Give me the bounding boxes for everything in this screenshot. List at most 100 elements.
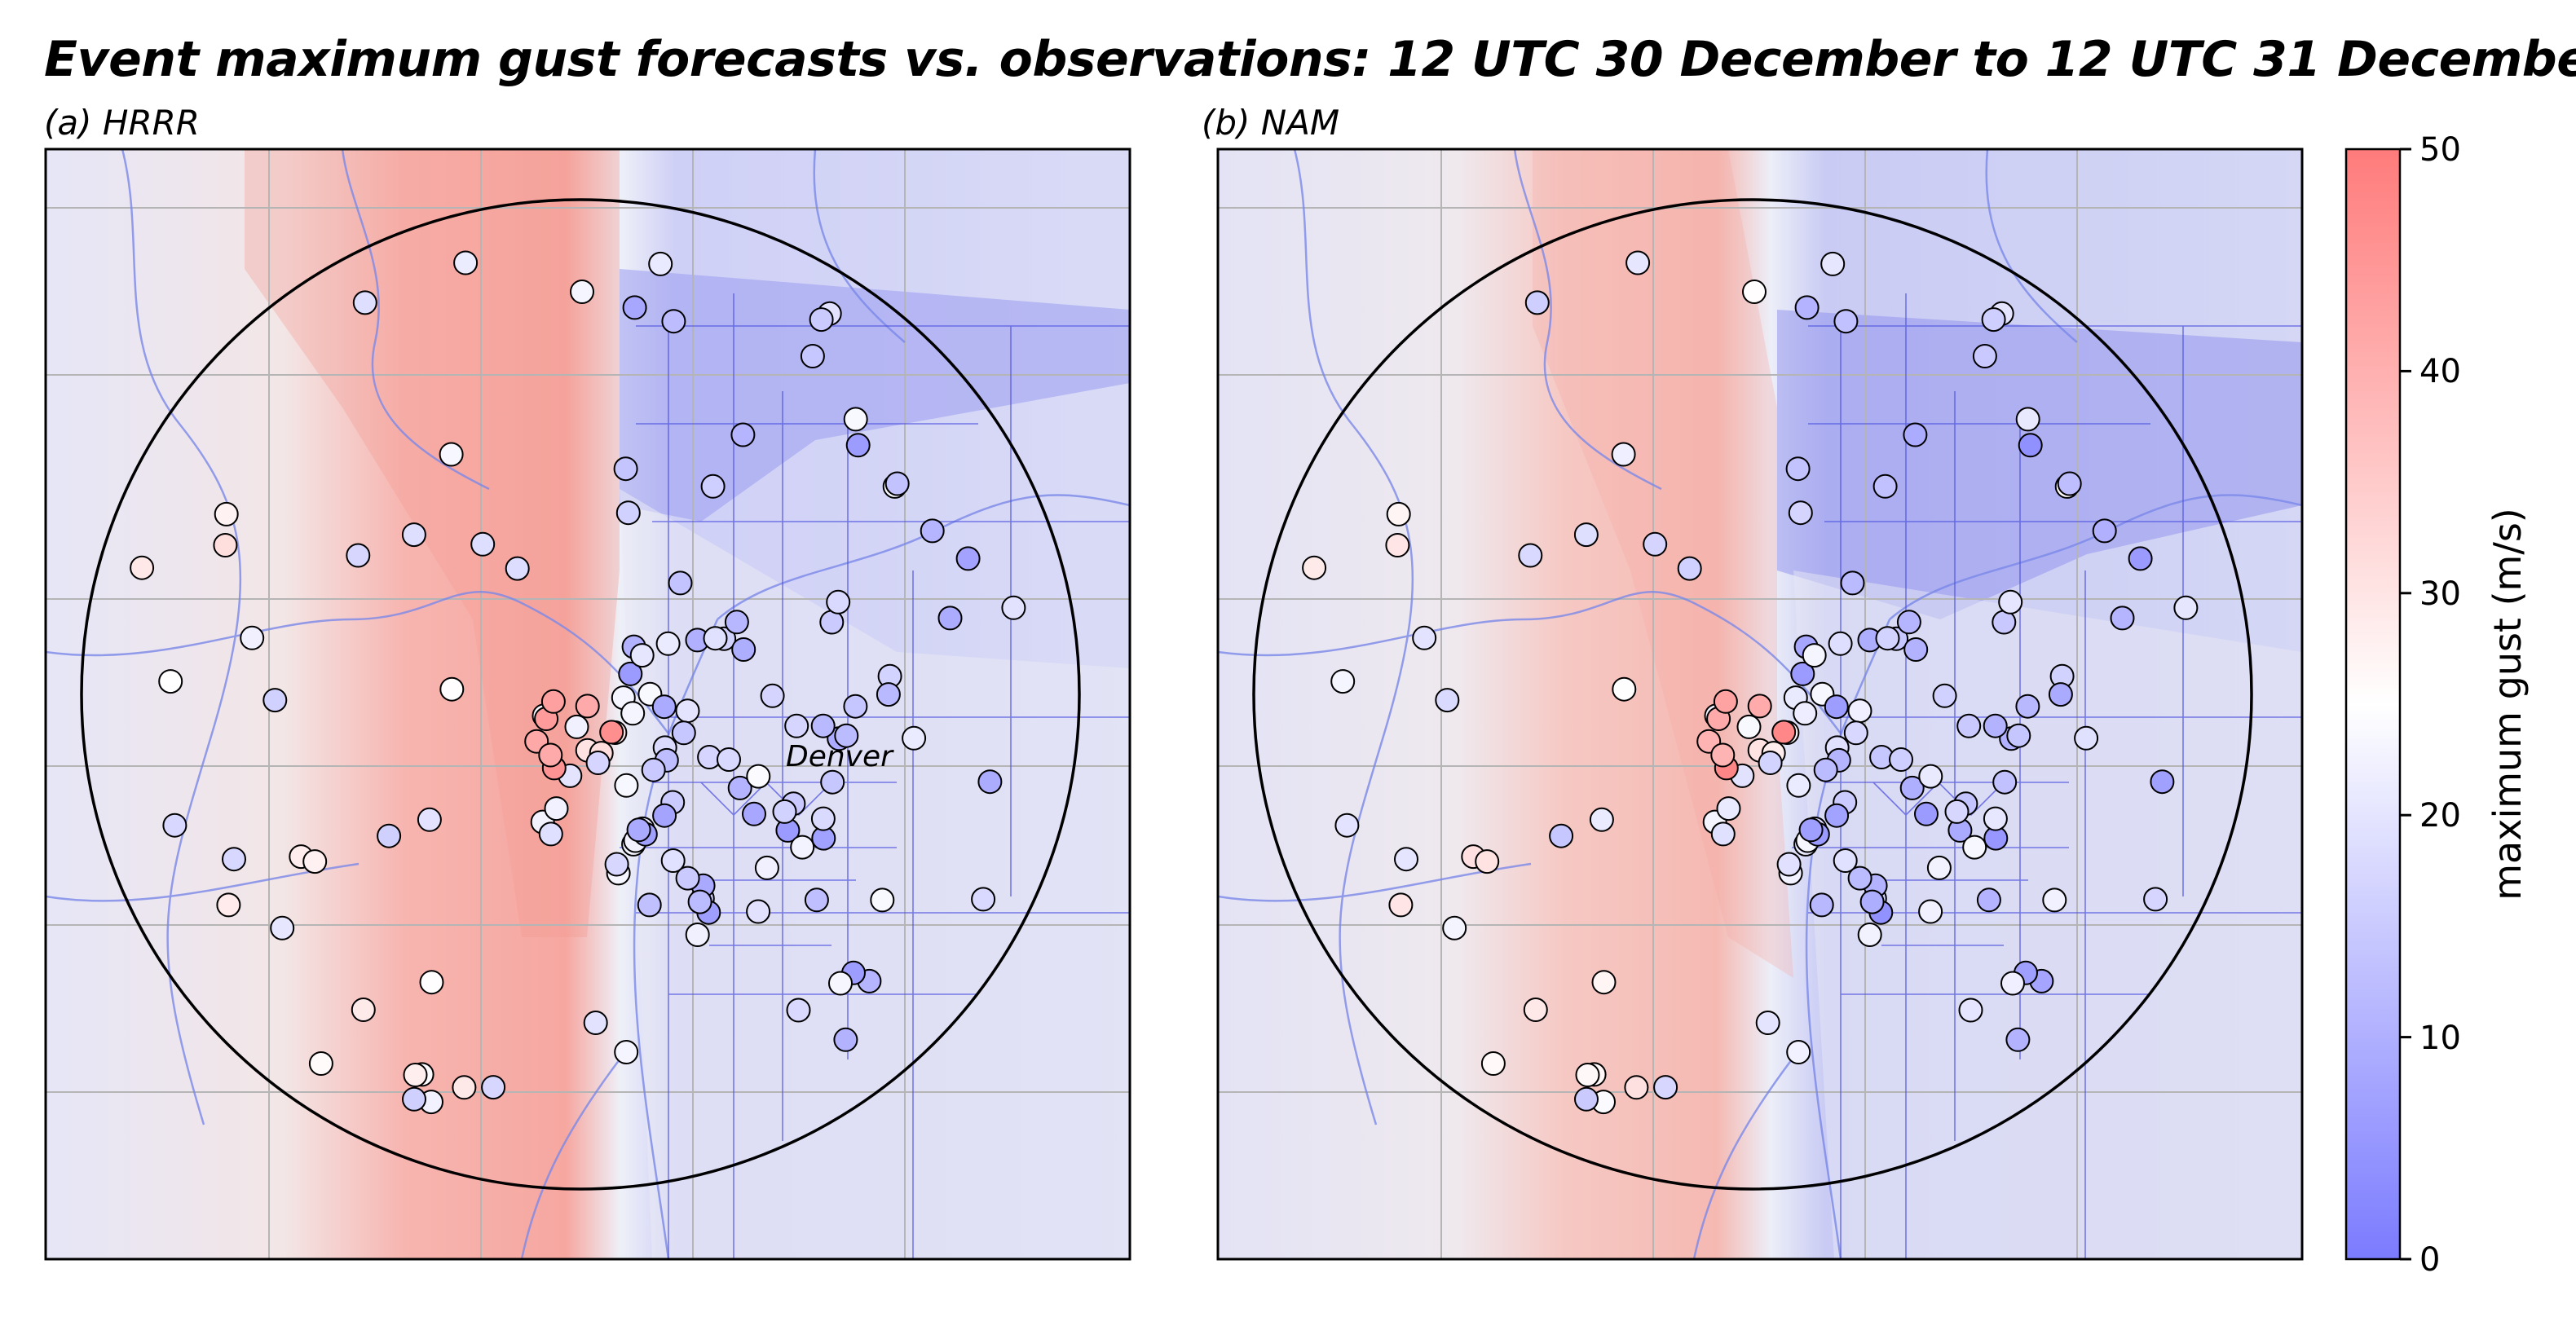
station-marker: [1574, 1086, 1599, 1112]
station-marker: [1798, 817, 1824, 843]
station-marker: [1435, 688, 1460, 713]
station-marker: [1962, 835, 1987, 860]
station-marker: [1998, 589, 2023, 614]
station-marker: [1653, 1075, 1678, 1100]
colorbar-tick-30: 30: [2419, 575, 2461, 613]
station-marker: [262, 688, 288, 713]
station-marker: [1833, 848, 1858, 873]
station-marker: [222, 847, 246, 872]
colorbar-tick-40: 40: [2419, 353, 2461, 390]
station-marker: [1771, 720, 1797, 745]
station-marker: [1875, 626, 1900, 651]
station-marker: [1716, 796, 1741, 821]
station-marker: [538, 742, 563, 768]
station-marker: [772, 799, 797, 824]
panel-b-label: (b) NAM: [1202, 103, 1340, 143]
station-marker: [1983, 806, 2008, 831]
station-marker: [377, 823, 402, 848]
station-marker: [620, 701, 646, 726]
station-marker: [1918, 899, 1943, 924]
station-marker: [599, 720, 624, 745]
station-marker: [784, 713, 809, 738]
station-marker: [583, 1011, 608, 1035]
station-marker: [671, 720, 696, 746]
station-marker: [675, 866, 700, 891]
plains-region-a: [620, 489, 1130, 1259]
station-marker: [618, 661, 643, 686]
station-marker: [1899, 775, 1925, 800]
station-marker: [439, 676, 465, 702]
range-circle-a: [80, 198, 1081, 1191]
station-marker: [1840, 570, 1865, 596]
station-marker: [216, 892, 241, 918]
station-marker: [1958, 998, 1983, 1023]
panel-b-frame: [1216, 148, 2304, 1261]
station-marker: [1611, 442, 1636, 467]
station-marker: [538, 821, 563, 847]
station-marker: [1794, 295, 1820, 320]
plains-region-b: [1793, 570, 2302, 1259]
station-marker: [1776, 852, 1802, 877]
station-marker: [162, 813, 187, 838]
station-marker: [1786, 1040, 1811, 1064]
station-marker: [668, 570, 693, 596]
station-marker: [955, 546, 981, 571]
station-marker: [613, 456, 638, 482]
station-marker: [585, 751, 611, 775]
station-marker: [1677, 556, 1702, 581]
station-marker: [2057, 471, 2082, 496]
station-marker: [240, 625, 265, 650]
station-marker: [1843, 720, 1868, 746]
colorbar-tick-0: 0: [2419, 1241, 2440, 1279]
station-marker: [1624, 1075, 1649, 1100]
station-marker: [2048, 682, 2073, 707]
station-marker: [1926, 855, 1952, 880]
station-marker: [1523, 998, 1548, 1022]
station-marker: [660, 848, 686, 873]
station-marker: [1790, 661, 1815, 686]
station-marker: [1386, 501, 1411, 526]
station-marker: [1793, 701, 1818, 726]
panel-a-map: Denver: [44, 148, 1131, 1261]
station-marker: [505, 556, 530, 581]
station-marker: [2015, 407, 2040, 432]
station-marker: [742, 801, 766, 826]
station-marker: [760, 683, 785, 708]
station-marker: [2150, 769, 2175, 795]
station-marker: [1575, 1063, 1600, 1087]
station-marker: [622, 295, 647, 320]
station-marker: [1914, 801, 1939, 826]
station-marker: [626, 817, 651, 843]
station-marker: [937, 606, 963, 631]
station-marker: [1828, 631, 1853, 656]
panel-a-label: (a) HRRR: [44, 103, 200, 143]
station-marker: [655, 631, 681, 656]
station-marker: [403, 1063, 428, 1087]
station-marker: [352, 290, 377, 315]
station-marker: [1809, 892, 1834, 918]
station-marker: [1918, 764, 1943, 789]
station-marker: [2110, 606, 2135, 631]
station-marker: [1903, 637, 1929, 662]
station-marker: [2015, 694, 2040, 719]
station-marker: [1813, 757, 1838, 782]
station-marker: [1518, 543, 1543, 568]
station-marker: [2018, 433, 2043, 458]
station-marker: [575, 694, 600, 719]
station-marker: [1394, 847, 1418, 872]
station-marker: [615, 500, 641, 526]
station-marker: [1549, 823, 1574, 848]
station-marker: [302, 849, 328, 874]
station-marker: [1388, 892, 1414, 918]
station-marker: [1859, 889, 1885, 914]
station-marker: [351, 998, 376, 1022]
colorbar-tick-20: 20: [2419, 797, 2461, 835]
station-marker: [1412, 625, 1437, 650]
station-marker: [481, 1075, 506, 1100]
station-marker: [2074, 725, 2099, 751]
station-marker: [1001, 595, 1026, 620]
station-marker: [819, 610, 845, 635]
station-marker: [1573, 522, 1599, 548]
station-marker: [346, 543, 371, 568]
